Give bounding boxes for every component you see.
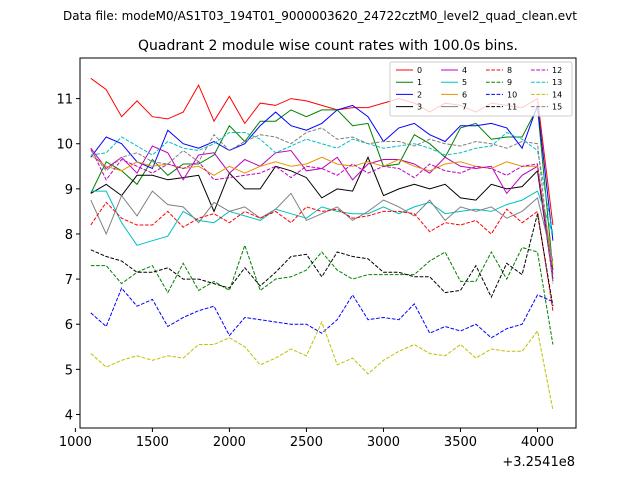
x-tick-label: 4000 bbox=[521, 435, 554, 450]
legend-label-4: 4 bbox=[462, 66, 467, 75]
series-line-9 bbox=[90, 243, 554, 345]
y-tick-label: 5 bbox=[65, 363, 73, 378]
series-line-8 bbox=[90, 201, 554, 311]
x-tick-label: 3500 bbox=[444, 435, 477, 450]
y-tick-label: 7 bbox=[65, 273, 73, 288]
figure-supertitle: Data file: modeM0/AS1T03_194T01_90000036… bbox=[63, 9, 577, 23]
series-line-7 bbox=[90, 190, 554, 262]
y-tick-label: 8 bbox=[65, 228, 73, 243]
y-tick-label: 10 bbox=[56, 138, 73, 153]
series-line-12 bbox=[90, 147, 554, 282]
legend-label-11: 11 bbox=[507, 103, 517, 112]
legend-label-13: 13 bbox=[552, 78, 562, 87]
chart-title: Quadrant 2 module wise count rates with … bbox=[138, 38, 518, 54]
series-layer bbox=[90, 77, 554, 411]
legend-label-14: 14 bbox=[552, 90, 562, 99]
legend-label-6: 6 bbox=[462, 90, 467, 99]
legend-label-10: 10 bbox=[507, 90, 517, 99]
axes-layer: 1000 1500 2000 2500 3000 3500 4000 4 5 6 7 8 9 10 11 bbox=[56, 93, 554, 450]
series-line-5 bbox=[90, 190, 554, 246]
legend-label-5: 5 bbox=[462, 78, 467, 87]
series-line-1 bbox=[90, 105, 554, 271]
series-line-15 bbox=[90, 127, 554, 284]
series-line-13 bbox=[90, 131, 554, 235]
legend-label-2: 2 bbox=[417, 90, 422, 99]
legend-label-8: 8 bbox=[507, 66, 512, 75]
y-tick-label: 11 bbox=[56, 93, 73, 108]
legend-box bbox=[389, 61, 573, 117]
x-tick-label: 2500 bbox=[290, 435, 323, 450]
x-tick-label: 2000 bbox=[213, 435, 246, 450]
series-line-2 bbox=[90, 104, 554, 241]
legend-label-3: 3 bbox=[417, 103, 422, 112]
x-axis-offset-label: +3.2541e8 bbox=[502, 455, 575, 470]
legend-label-0: 0 bbox=[417, 66, 422, 75]
series-line-4 bbox=[90, 145, 554, 275]
series-line-10 bbox=[90, 287, 554, 339]
series-line-3 bbox=[90, 156, 554, 280]
legend-label-7: 7 bbox=[462, 103, 467, 112]
x-tick-label: 1000 bbox=[59, 435, 92, 450]
x-tick-label: 1500 bbox=[136, 435, 169, 450]
legend-label-12: 12 bbox=[552, 66, 562, 75]
legend-label-1: 1 bbox=[417, 78, 422, 87]
y-tick-label: 6 bbox=[65, 318, 73, 333]
x-tick-label: 3000 bbox=[367, 435, 400, 450]
legend-label-15: 15 bbox=[552, 103, 562, 112]
series-line-11 bbox=[90, 213, 554, 307]
y-tick-label: 9 bbox=[65, 183, 73, 198]
legend-label-9: 9 bbox=[507, 78, 512, 87]
series-line-14 bbox=[90, 320, 554, 411]
y-tick-label: 4 bbox=[65, 408, 73, 423]
plot-area-frame bbox=[79, 57, 577, 429]
